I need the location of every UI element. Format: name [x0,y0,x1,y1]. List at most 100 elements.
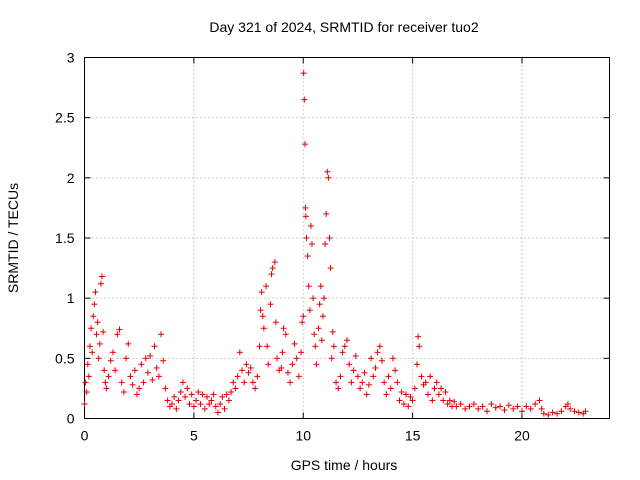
data-point [424,391,431,398]
data-point [335,385,342,392]
data-point [344,337,350,344]
data-point [418,373,425,380]
data-point [88,325,95,332]
data-point [300,70,307,77]
data-point [414,361,420,368]
data-point [93,331,100,338]
data-point [173,405,180,412]
data-point [429,397,436,404]
data-point [383,391,390,398]
data-point [84,361,91,368]
data-point [175,397,182,404]
x-tick-label: 0 [81,428,89,444]
data-point [433,379,440,386]
data-point [328,355,335,362]
data-point [263,283,270,290]
data-point [96,340,103,347]
y-tick-label: 2.5 [55,110,75,126]
data-point [85,373,92,380]
y-tick-label: 1.5 [55,230,75,246]
data-point [107,357,114,364]
y-tick-label: 2 [67,170,75,186]
data-point [501,407,508,414]
data-point [407,393,414,400]
data-point [258,289,265,296]
data-point [492,404,499,411]
data-point [219,393,226,400]
data-point [310,295,317,302]
data-point [301,96,308,103]
data-point [129,381,136,388]
data-point [252,385,259,392]
axis-ticks: 0 0.5 1 1.5 2 2.5 3 0 5 10 15 20 [55,50,610,444]
data-point [333,379,340,386]
data-point [558,408,565,415]
data-point [357,385,364,392]
data-point [94,319,101,326]
x-axis-label: GPS time / hours [291,457,398,473]
data-point [326,235,333,241]
data-point [118,379,125,386]
data-point [195,389,202,396]
data-point [214,409,221,416]
data-point [232,385,239,392]
data-point [313,361,320,368]
data-point [497,403,504,410]
data-point [142,355,149,362]
y-tick-label: 1 [67,290,75,306]
data-point [127,373,134,380]
data-point [116,326,123,333]
data-point [289,361,296,368]
data-point [254,373,261,380]
data-point [341,343,348,350]
data-point [102,379,109,386]
grid-lines [84,57,610,419]
data-point [247,364,254,371]
data-point [267,301,274,308]
data-point [505,402,512,409]
data-point [147,352,154,359]
x-tick-label: 15 [405,428,421,444]
data-point [398,389,405,396]
data-point [264,343,271,350]
data-point [177,389,184,396]
data-point [532,401,539,408]
data-point [221,405,228,412]
data-point [376,343,383,350]
data-point [545,411,552,418]
x-tick-label: 5 [190,428,198,444]
data-point [422,379,429,386]
data-point [307,222,314,229]
data-point [305,283,312,290]
data-point [311,331,318,338]
data-point [352,352,359,359]
data-point [400,401,407,408]
data-point [392,367,399,374]
data-point [488,401,495,408]
data-point [582,408,589,415]
y-axis-label: SRMTID / TECUs [5,183,21,293]
data-point [312,343,319,350]
data-point [212,403,219,410]
data-point [302,204,309,211]
data-point [265,361,272,368]
data-point [431,385,438,392]
data-point [97,280,104,287]
data-point [155,373,162,380]
data-point [208,397,215,404]
data-point [514,403,521,410]
data-point [171,393,178,400]
data-point [188,391,195,398]
data-point [379,357,385,364]
data-point [318,337,325,344]
data-point [317,283,324,290]
data-point [324,168,331,175]
data-point [268,271,275,278]
data-point [144,369,151,376]
data-point [298,349,305,356]
data-point [387,385,394,392]
data-point [368,355,375,362]
data-point [385,373,392,380]
data-point [348,379,355,386]
data-point [427,373,434,380]
